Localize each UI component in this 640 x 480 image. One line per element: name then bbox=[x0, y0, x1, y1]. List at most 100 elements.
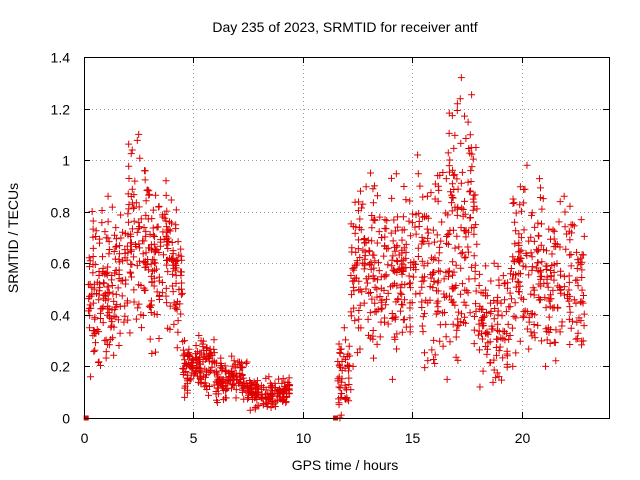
data-point bbox=[471, 267, 479, 275]
data-point bbox=[371, 216, 379, 224]
data-point bbox=[172, 206, 180, 214]
data-point bbox=[98, 219, 106, 227]
data-point bbox=[369, 185, 377, 193]
data-point bbox=[110, 351, 118, 359]
data-point bbox=[566, 303, 574, 311]
data-point bbox=[558, 318, 566, 326]
data-point bbox=[174, 238, 182, 246]
y-tick-label: 1.2 bbox=[51, 102, 71, 118]
data-point bbox=[182, 367, 190, 375]
data-point bbox=[429, 355, 437, 363]
data-point bbox=[410, 273, 418, 281]
data-point bbox=[578, 266, 586, 274]
data-point bbox=[375, 267, 383, 275]
data-point bbox=[442, 269, 450, 277]
data-point bbox=[462, 301, 470, 309]
data-point bbox=[433, 231, 441, 239]
data-point bbox=[494, 262, 502, 270]
data-point bbox=[537, 266, 545, 274]
data-point bbox=[162, 232, 170, 240]
data-point-min bbox=[542, 362, 550, 370]
data-point bbox=[282, 384, 290, 392]
data-point bbox=[547, 272, 555, 280]
data-point bbox=[99, 279, 107, 287]
data-point bbox=[158, 289, 166, 297]
data-point bbox=[103, 311, 111, 319]
data-point bbox=[398, 328, 406, 336]
data-point bbox=[250, 394, 258, 402]
data-point bbox=[112, 290, 120, 298]
data-point bbox=[560, 283, 568, 291]
data-point bbox=[505, 335, 513, 343]
data-point bbox=[405, 217, 413, 225]
data-point bbox=[126, 268, 134, 276]
data-point bbox=[108, 272, 116, 280]
data-point bbox=[436, 337, 444, 345]
data-point bbox=[116, 242, 124, 250]
data-point bbox=[184, 351, 192, 359]
data-point bbox=[536, 193, 544, 201]
data-point bbox=[496, 343, 504, 351]
data-point bbox=[511, 240, 519, 248]
data-point bbox=[102, 354, 110, 362]
data-point bbox=[406, 284, 414, 292]
data-point bbox=[434, 303, 442, 311]
data-point bbox=[457, 179, 465, 187]
data-point bbox=[419, 328, 427, 336]
data-point bbox=[252, 381, 260, 389]
data-point bbox=[135, 203, 143, 211]
data-point bbox=[166, 302, 174, 310]
data-point bbox=[279, 388, 287, 396]
data-point bbox=[555, 218, 563, 226]
data-point bbox=[387, 174, 395, 182]
data-point bbox=[185, 361, 193, 369]
data-point bbox=[174, 328, 182, 336]
data-point bbox=[487, 307, 495, 315]
data-point bbox=[130, 298, 138, 306]
data-point bbox=[347, 308, 355, 316]
data-point bbox=[431, 195, 439, 203]
data-point bbox=[457, 290, 465, 298]
data-point bbox=[482, 286, 490, 294]
data-point bbox=[499, 354, 507, 362]
data-point bbox=[418, 273, 426, 281]
data-point bbox=[229, 380, 237, 388]
data-point bbox=[109, 290, 117, 298]
data-point bbox=[472, 300, 480, 308]
data-point bbox=[408, 219, 416, 227]
data-point bbox=[434, 287, 442, 295]
data-point bbox=[86, 257, 94, 265]
data-point bbox=[393, 345, 401, 353]
data-point bbox=[373, 340, 381, 348]
data-point bbox=[127, 150, 135, 158]
data-point bbox=[178, 279, 186, 287]
data-point bbox=[515, 230, 523, 238]
data-point bbox=[461, 254, 469, 262]
data-point bbox=[285, 385, 293, 393]
data-point-max bbox=[228, 352, 236, 360]
data-point bbox=[414, 244, 422, 252]
data-point bbox=[148, 215, 156, 223]
data-point bbox=[169, 288, 177, 296]
data-point bbox=[262, 374, 270, 382]
data-point bbox=[482, 262, 490, 270]
data-point bbox=[124, 231, 132, 239]
data-point bbox=[263, 403, 271, 411]
data-point bbox=[552, 357, 560, 365]
data-point bbox=[470, 340, 478, 348]
data-point bbox=[462, 233, 470, 241]
data-point bbox=[364, 315, 372, 323]
data-point bbox=[546, 302, 554, 310]
data-point bbox=[285, 374, 293, 382]
data-point bbox=[550, 227, 558, 235]
data-point bbox=[108, 282, 116, 290]
data-point bbox=[429, 226, 437, 234]
data-point bbox=[145, 190, 153, 198]
data-point bbox=[391, 247, 399, 255]
data-point bbox=[577, 260, 585, 268]
data-point bbox=[424, 299, 432, 307]
data-point bbox=[493, 335, 501, 343]
data-point bbox=[164, 234, 172, 242]
data-point bbox=[112, 313, 120, 321]
